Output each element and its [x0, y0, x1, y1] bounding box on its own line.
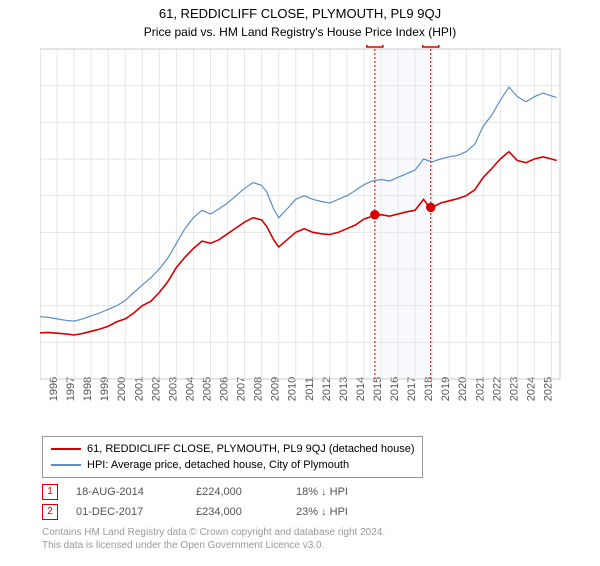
x-tick-label: 2022 — [491, 377, 503, 401]
sales-diff: 18% ↓ HPI — [296, 486, 396, 498]
sales-price: £234,000 — [196, 506, 296, 518]
x-tick-label: 2000 — [116, 377, 128, 401]
legend-row: HPI: Average price, detached house, City… — [51, 457, 414, 473]
x-tick-label: 1995 — [40, 377, 43, 401]
marker-box — [423, 45, 439, 47]
shade-band — [375, 49, 431, 379]
sales-table: 1 18-AUG-2014£224,00018% ↓ HPI 2 01-DEC-201… — [42, 482, 396, 522]
x-tick-label: 2011 — [304, 377, 316, 401]
footer-line-2: This data is licensed under the Open Gov… — [42, 539, 385, 552]
x-tick-label: 2009 — [270, 377, 282, 401]
x-tick-label: 2014 — [355, 377, 367, 401]
legend-label: HPI: Average price, detached house, City… — [87, 457, 349, 473]
chart-title: 61, REDDICLIFF CLOSE, PLYMOUTH, PL9 9QJ — [0, 6, 600, 21]
x-tick-label: 2001 — [133, 377, 145, 401]
x-tick-label: 2023 — [508, 377, 520, 401]
x-tick-label: 2016 — [389, 377, 401, 401]
x-tick-label: 2024 — [525, 377, 537, 401]
sales-date: 01-DEC-2017 — [76, 506, 196, 518]
sales-marker: 1 — [42, 484, 58, 500]
page: 61, REDDICLIFF CLOSE, PLYMOUTH, PL9 9QJ … — [0, 6, 600, 566]
x-tick-label: 1999 — [99, 377, 111, 401]
x-tick-label: 2015 — [372, 377, 384, 401]
sales-marker: 2 — [42, 504, 58, 520]
footer-attribution: Contains HM Land Registry data © Crown c… — [42, 526, 385, 552]
x-tick-label: 1998 — [82, 377, 94, 401]
plot-border — [40, 49, 560, 379]
x-tick-label: 2007 — [236, 377, 248, 401]
x-tick-label: 2025 — [542, 377, 554, 401]
chart-area: £0£50K£100K£150K£200K£250K£300K£350K£400… — [40, 45, 600, 407]
x-tick-label: 2012 — [321, 377, 333, 401]
sales-row: 2 01-DEC-2017£234,00023% ↓ HPI — [42, 502, 396, 522]
series-property — [40, 152, 557, 335]
sales-diff: 23% ↓ HPI — [296, 506, 396, 518]
x-tick-label: 1996 — [48, 377, 60, 401]
x-tick-label: 2020 — [457, 377, 469, 401]
x-tick-label: 2004 — [184, 377, 196, 401]
legend-row: 61, REDDICLIFF CLOSE, PLYMOUTH, PL9 9QJ … — [51, 441, 414, 457]
footer-line-1: Contains HM Land Registry data © Crown c… — [42, 526, 385, 539]
chart-subtitle: Price paid vs. HM Land Registry's House … — [0, 25, 600, 39]
x-tick-label: 2008 — [253, 377, 265, 401]
legend-label: 61, REDDICLIFF CLOSE, PLYMOUTH, PL9 9QJ … — [87, 441, 414, 457]
marker-dot — [371, 211, 379, 219]
x-tick-label: 2010 — [287, 377, 299, 401]
x-tick-label: 2002 — [150, 377, 162, 401]
sales-date: 18-AUG-2014 — [76, 486, 196, 498]
x-tick-label: 2003 — [167, 377, 179, 401]
x-tick-label: 2018 — [423, 377, 435, 401]
x-tick-label: 2019 — [440, 377, 452, 401]
x-tick-label: 1997 — [65, 377, 77, 401]
x-tick-label: 2006 — [219, 377, 231, 401]
x-tick-label: 2021 — [474, 377, 486, 401]
sales-price: £224,000 — [196, 486, 296, 498]
x-tick-label: 2013 — [338, 377, 350, 401]
legend-box: 61, REDDICLIFF CLOSE, PLYMOUTH, PL9 9QJ … — [42, 436, 423, 478]
legend-swatch — [51, 448, 81, 450]
x-tick-label: 2005 — [201, 377, 213, 401]
x-tick-label: 2017 — [406, 377, 418, 401]
marker-box — [367, 45, 383, 47]
legend-swatch — [51, 464, 81, 466]
sales-row: 1 18-AUG-2014£224,00018% ↓ HPI — [42, 482, 396, 502]
marker-dot — [427, 203, 435, 211]
